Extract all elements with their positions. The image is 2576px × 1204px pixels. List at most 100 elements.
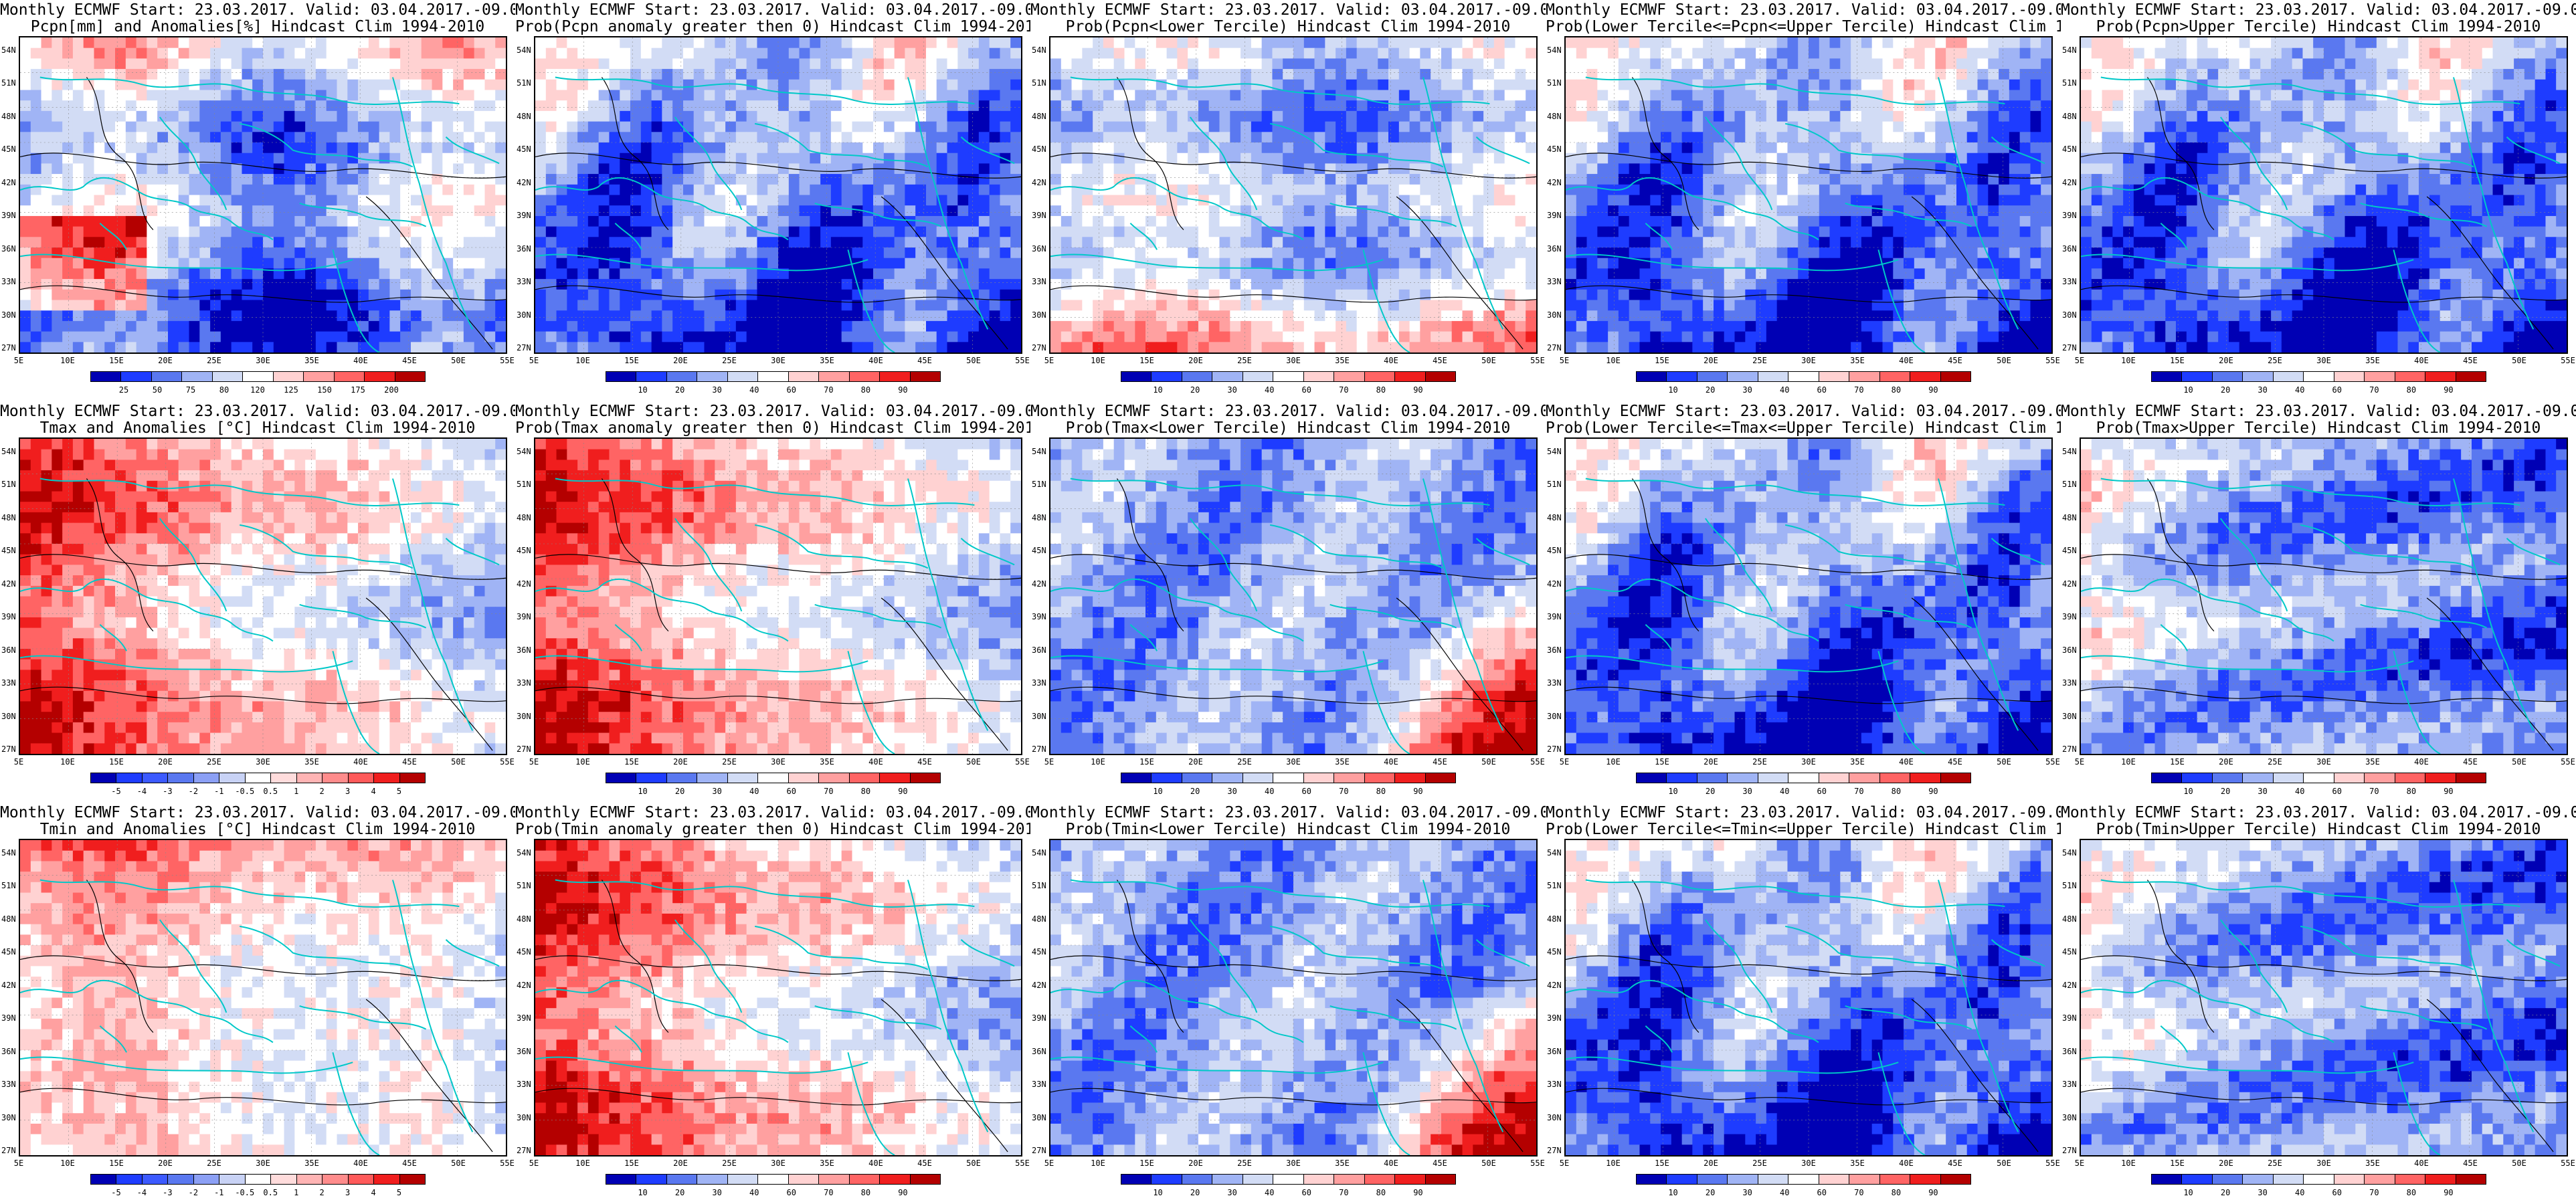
longitude-label: 5E xyxy=(1560,757,1569,767)
panel-tmax-1: Monthly ECMWF Start: 23.03.2017. Valid: … xyxy=(0,401,515,803)
longitude-label: 20E xyxy=(1704,757,1718,767)
longitude-label: 5E xyxy=(2075,1159,2084,1168)
latitude-label: 45N xyxy=(517,546,531,555)
latitude-label: 36N xyxy=(1547,645,1562,655)
longitude-label: 25E xyxy=(207,356,221,365)
map-area xyxy=(19,36,507,354)
colorbar-tick-label: 70 xyxy=(824,385,833,395)
colorbar-tick-label: 4 xyxy=(371,787,375,796)
colorbar-tick-label: 40 xyxy=(2295,1188,2304,1197)
coastline-border xyxy=(1422,478,1504,731)
coastline-border xyxy=(332,249,380,353)
map-area xyxy=(2080,839,2568,1157)
coastline-border xyxy=(1785,524,1959,569)
longitude-label: 20E xyxy=(673,356,688,365)
panel-pcpn-5: Monthly ECMWF Start: 23.03.2017. Valid: … xyxy=(2061,0,2576,401)
latitude-label: 27N xyxy=(1547,744,1562,754)
colorbar-segment xyxy=(2333,773,2365,783)
coastline-border xyxy=(240,524,413,569)
colorbar-tick-label: -2 xyxy=(189,787,198,796)
colorbar-segment xyxy=(373,773,400,783)
colorbar-segment xyxy=(636,773,667,783)
isoline-contour xyxy=(1050,153,1536,179)
colorbar-segment xyxy=(373,1174,400,1185)
coastline-border xyxy=(332,1052,380,1155)
longitude-label: 15E xyxy=(1139,1159,1154,1168)
colorbar xyxy=(2151,371,2486,382)
colorbar-tick-label: 10 xyxy=(1153,385,1162,395)
panel-title-line1: Monthly ECMWF Start: 23.03.2017. Valid: … xyxy=(0,804,515,821)
colorbar-tick-label: 80 xyxy=(219,385,229,395)
coastline-border xyxy=(2081,979,2334,1043)
colorbar-segment xyxy=(697,1174,728,1185)
longitude-label: 20E xyxy=(158,1159,173,1168)
panel-title-line2: Prob(Lower Tercile<=Tmax<=Upper Tercile)… xyxy=(1546,419,2061,437)
colorbar-segment xyxy=(1121,1174,1152,1185)
forecast-field xyxy=(1050,439,1536,754)
longitude-label: 30E xyxy=(771,757,786,767)
coastline-border xyxy=(159,116,227,211)
longitude-label: 55E xyxy=(2045,757,2060,767)
latitude-label: 27N xyxy=(517,1146,531,1155)
coastline-border xyxy=(960,939,1015,967)
longitude-label: 45E xyxy=(402,356,417,365)
map-area xyxy=(1564,437,2053,755)
latitude-label: 30N xyxy=(1,1113,16,1122)
latitude-label: 51N xyxy=(1032,480,1046,489)
coastline-border xyxy=(1422,880,1504,1132)
coastline-border xyxy=(960,136,1015,165)
longitude-label: 25E xyxy=(2268,1159,2282,1168)
colorbar-segment xyxy=(1303,1174,1335,1185)
isoline-contour xyxy=(1050,1088,1536,1106)
longitude-label: 50E xyxy=(2512,757,2526,767)
colorbar-tick-label: 90 xyxy=(1413,1188,1422,1197)
colorbar-segment xyxy=(879,1174,911,1185)
colorbar-segment xyxy=(270,773,297,783)
colorbar-tick-label: 30 xyxy=(1742,1188,1752,1197)
longitude-label: 30E xyxy=(2316,356,2331,365)
longitude-label: 40E xyxy=(2414,356,2429,365)
coastline-border xyxy=(535,979,789,1043)
longitude-label: 35E xyxy=(820,1159,834,1168)
latitude-label: 51N xyxy=(1547,881,1562,890)
colorbar-tick-label: 80 xyxy=(1892,787,1901,796)
latitude-label: 48N xyxy=(2062,513,2077,522)
coastline-border xyxy=(1566,177,1819,241)
latitude-label: 45N xyxy=(1032,546,1046,555)
colorbar-segment xyxy=(1181,773,1213,783)
longitude-label: 10E xyxy=(1091,757,1105,767)
colorbar-tick-label: 150 xyxy=(317,385,332,395)
latitude-label: 33N xyxy=(1,277,16,286)
latitude-label: 39N xyxy=(1032,211,1046,220)
isoline-contour xyxy=(2146,880,2215,1033)
forecast-field xyxy=(1050,37,1536,353)
colorbar-tick-label: 0.5 xyxy=(263,1188,278,1197)
colorbar-tick-label: 40 xyxy=(749,1188,759,1197)
colorbar-segment xyxy=(636,371,667,382)
isoline-contour xyxy=(1631,880,1699,1033)
colorbar-segment xyxy=(606,1174,637,1185)
isoline-contour xyxy=(1396,597,1524,751)
longitude-label: 50E xyxy=(966,757,981,767)
isoline-contour xyxy=(881,196,1008,350)
colorbar-segment xyxy=(151,371,183,382)
longitude-label: 15E xyxy=(2170,356,2185,365)
isoline-contour xyxy=(2081,1088,2567,1106)
forecast-field xyxy=(2081,840,2567,1155)
isoline-contour xyxy=(20,686,506,704)
latitude-label: 42N xyxy=(1547,981,1562,990)
latitude-label: 48N xyxy=(1032,112,1046,121)
colorbar-tick-label: 80 xyxy=(1376,1188,1386,1197)
longitude-label: 40E xyxy=(1384,356,1398,365)
colorbar-segment xyxy=(1333,371,1365,382)
longitude-label: 55E xyxy=(2561,757,2575,767)
latitude-label: 42N xyxy=(1,178,16,187)
colorbar-segment xyxy=(1757,371,1789,382)
longitude-label: 10E xyxy=(1606,356,1621,365)
coastline-border xyxy=(1362,1052,1410,1155)
isoline-contour xyxy=(881,999,1008,1152)
isoline-contour xyxy=(86,478,154,631)
colorbar-segment xyxy=(1212,1174,1243,1185)
latitude-label: 45N xyxy=(1,546,16,555)
longitude-label: 25E xyxy=(207,1159,221,1168)
